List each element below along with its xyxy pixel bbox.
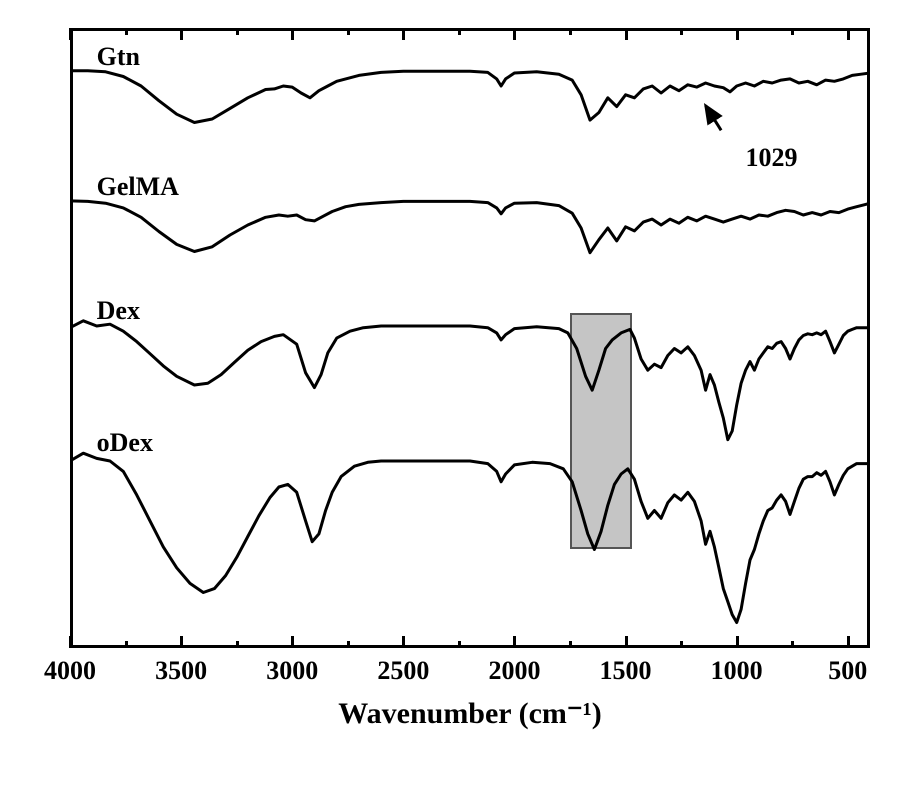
annotation-arrow	[0, 0, 923, 786]
annotation-1029: 1029	[746, 143, 798, 173]
ftir-spectra-figure: GtnGelMADexoDex4000350030002500200015001…	[0, 0, 923, 786]
